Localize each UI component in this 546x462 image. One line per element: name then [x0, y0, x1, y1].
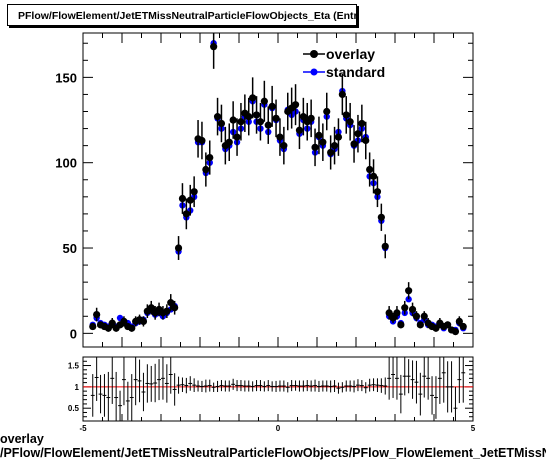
ratio-plot: 0.5 1 1.5 -5 0 5 [68, 356, 476, 432]
overlay-point [171, 304, 179, 312]
overlay-point [280, 142, 288, 150]
y-tick-label: 150 [55, 70, 77, 85]
overlay-point [178, 194, 187, 203]
overlay-point [186, 196, 194, 204]
overlay-point [330, 142, 339, 150]
overlay-point [315, 131, 323, 139]
y-tick-label: 100 [55, 156, 77, 171]
legend-overlay-marker [310, 50, 318, 58]
overlay-point [401, 304, 409, 312]
overlay-point [385, 309, 393, 317]
overlay-point [342, 111, 350, 119]
overlay-point [268, 102, 276, 110]
overlay-point [252, 111, 261, 119]
overlay-point [389, 314, 397, 322]
legend-standard-marker [310, 68, 318, 76]
main-plot-frame [82, 32, 474, 348]
overlay-point [408, 305, 417, 314]
overlay-point [307, 114, 315, 122]
overlay-point [225, 138, 233, 146]
overlay-point [256, 118, 265, 126]
overlay-point [416, 321, 424, 329]
legend: overlay standard [303, 46, 385, 80]
overlay-point [128, 324, 136, 332]
overlay-point [432, 324, 440, 332]
overlay-point [358, 119, 366, 128]
overlay-point [233, 133, 241, 141]
ratio-x-tick-label: -5 [79, 424, 87, 432]
overlay-point [366, 165, 374, 174]
overlay-point [381, 242, 389, 250]
overlay-point [311, 143, 319, 151]
overlay-point [362, 136, 370, 145]
overlay-point [260, 97, 268, 105]
overlay-point [213, 113, 222, 121]
overlay-point [174, 244, 183, 252]
overlay-point [323, 107, 331, 116]
overlay-point [237, 118, 245, 126]
overlay-point [206, 153, 214, 162]
caption-line-2: /PFlow/FlowElement/JetETMissNeutralParti… [0, 446, 546, 460]
ratio-x-tick-label: 0 [276, 424, 281, 432]
overlay-point [190, 188, 198, 196]
overlay-point [319, 138, 327, 146]
histogram-figure: 0 50 100 150 0.5 1 1.5 -5 0 5 overlay standard [55, 32, 476, 432]
overlay-point [163, 307, 171, 315]
overlay-point [104, 324, 112, 332]
overlay-point [459, 322, 467, 331]
overlay-point [245, 113, 253, 121]
overlay-point [229, 116, 237, 124]
legend-overlay-label: overlay [326, 46, 375, 62]
overlay-point [198, 136, 206, 145]
overlay-point [276, 133, 284, 141]
overlay-point [249, 94, 257, 102]
overlay-point [350, 140, 358, 148]
overlay-point [291, 101, 300, 109]
overlay-point [89, 322, 97, 331]
y-tick-label: 0 [70, 326, 77, 341]
overlay-point [299, 113, 307, 121]
overlay-point [420, 312, 428, 320]
overlay-point [93, 310, 101, 319]
ratio-y-tick-label: 0.5 [68, 404, 80, 413]
overlay-point [120, 317, 128, 326]
overlay-point [451, 328, 460, 336]
overlay-point [346, 118, 354, 126]
legend-standard-label: standard [326, 64, 385, 80]
caption: overlay /PFlow/FlowElement/JetETMissNeut… [0, 432, 546, 460]
overlay-point [264, 121, 272, 129]
overlay-point [295, 126, 304, 134]
overlay-point [139, 317, 148, 326]
overlay-point [373, 188, 382, 196]
overlay-point [334, 133, 343, 141]
overlay-point [147, 304, 155, 312]
overlay-point [108, 319, 116, 327]
overlay-point [444, 321, 452, 329]
ratio-x-tick-label: 5 [471, 424, 476, 432]
overlay-point [210, 43, 218, 51]
overlay-point [455, 317, 463, 326]
ratio-y-tick-label: 1.5 [68, 362, 80, 371]
overlay-point [412, 312, 421, 320]
overlay-point [182, 210, 190, 218]
y-tick-label: 50 [63, 241, 77, 256]
ratio-plot-frame [82, 356, 474, 422]
caption-line-1: overlay [0, 432, 44, 446]
overlay-point [202, 165, 210, 174]
overlay-point [354, 130, 362, 138]
overlay-point [272, 114, 280, 122]
overlay-point [327, 148, 335, 157]
overlay-point [167, 299, 175, 307]
overlay-point [393, 309, 401, 317]
overlay-point [397, 321, 405, 329]
chart-title: PFlow/FlowElement/JetETMissNeutralPartic… [7, 4, 357, 26]
overlay-point [338, 90, 346, 99]
overlay-point [377, 213, 385, 221]
ratio-y-tick-label: 1 [75, 383, 80, 392]
overlay-point [369, 172, 378, 180]
overlay-point [217, 119, 226, 128]
main-plot: 0 50 100 150 [55, 32, 474, 348]
overlay-point [405, 287, 413, 295]
